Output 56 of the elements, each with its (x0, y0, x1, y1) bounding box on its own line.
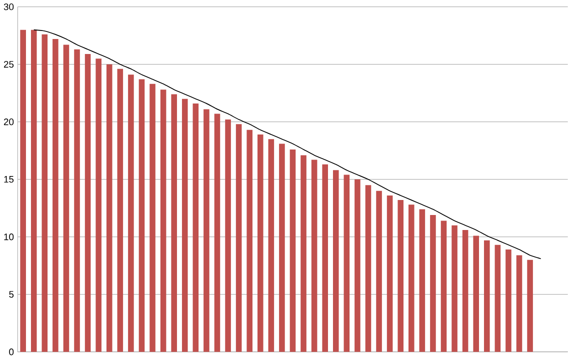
bar (484, 240, 490, 352)
y-tick-label: 30 (4, 3, 14, 10)
bar (494, 244, 501, 352)
bar (171, 94, 177, 352)
bar (20, 30, 26, 352)
bar (128, 74, 134, 352)
y-tick-label: 0 (9, 348, 14, 356)
bar (192, 103, 199, 352)
bar (138, 79, 145, 352)
bar (290, 149, 296, 352)
bar (430, 214, 436, 352)
bar (527, 260, 533, 352)
bar (214, 114, 220, 352)
bar (376, 190, 382, 352)
bar (74, 49, 80, 352)
bar (84, 54, 91, 352)
y-tick-label: 25 (4, 60, 14, 68)
line-series (33, 29, 542, 260)
bar (354, 179, 360, 352)
bar (63, 44, 70, 352)
bar (279, 144, 285, 352)
bar (344, 174, 350, 352)
bar (473, 236, 479, 352)
bar (506, 249, 512, 352)
bar (150, 84, 156, 352)
bar (365, 185, 372, 352)
bar (311, 160, 318, 352)
bar (42, 34, 48, 352)
bar (257, 134, 264, 352)
bar (52, 38, 58, 352)
bar (386, 195, 393, 352)
bar (268, 139, 274, 352)
bar (117, 68, 124, 352)
bar (332, 170, 339, 352)
bar (440, 220, 447, 352)
y-tick-label: 10 (4, 233, 14, 240)
bar (452, 225, 458, 352)
bar (96, 58, 102, 352)
bar (106, 64, 112, 352)
bar (408, 204, 414, 352)
bar (236, 124, 242, 352)
bar (398, 200, 404, 352)
bar (322, 164, 328, 352)
bar (419, 209, 426, 352)
y-tick-label: 15 (4, 176, 14, 183)
bar (204, 109, 210, 352)
bar (462, 230, 468, 352)
y-tick-label: 20 (4, 118, 14, 126)
bar (182, 98, 188, 352)
y-tick-label: 5 (9, 291, 14, 298)
bar (246, 130, 252, 352)
bar (516, 255, 522, 352)
bar (225, 120, 231, 352)
bar (300, 155, 306, 352)
bar (30, 30, 37, 352)
bar (160, 90, 166, 352)
